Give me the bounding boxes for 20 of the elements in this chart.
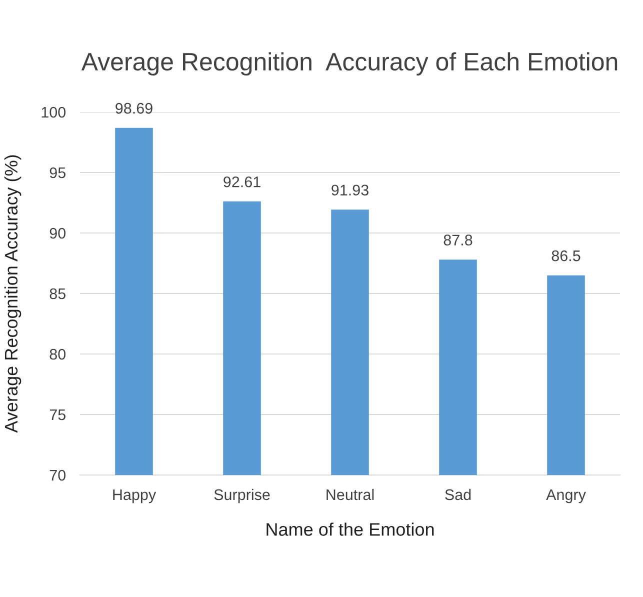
x-tick-label: Surprise bbox=[214, 488, 270, 504]
data-label: 98.69 bbox=[116, 102, 152, 114]
y-tick-label: 90 bbox=[50, 228, 66, 239]
x-tick-label: Sad bbox=[445, 488, 471, 500]
y-tick-label: 80 bbox=[50, 348, 66, 360]
x-tick-label: Neutral bbox=[326, 488, 374, 500]
x-tick-label: Angry bbox=[546, 489, 586, 504]
data-label: 92.61 bbox=[224, 176, 260, 188]
chart-title: Average Recognition Accuracy of Each Emotion bbox=[81, 52, 618, 76]
y-tick-label: 100 bbox=[42, 106, 66, 118]
y-axis-title: Average Recognition Accuracy (%) bbox=[4, 155, 22, 433]
data-label: 87.8 bbox=[444, 234, 472, 246]
y-tick-label: 70 bbox=[50, 470, 66, 481]
data-label: 86.5 bbox=[552, 250, 580, 262]
y-tick-label: 85 bbox=[50, 288, 66, 300]
x-tick-label: Happy bbox=[113, 489, 156, 504]
data-label: 91.93 bbox=[332, 184, 368, 196]
y-tick-label: 95 bbox=[50, 167, 66, 178]
y-tick-label: 75 bbox=[50, 410, 66, 420]
x-axis-title: Name of the Emotion bbox=[266, 522, 434, 536]
